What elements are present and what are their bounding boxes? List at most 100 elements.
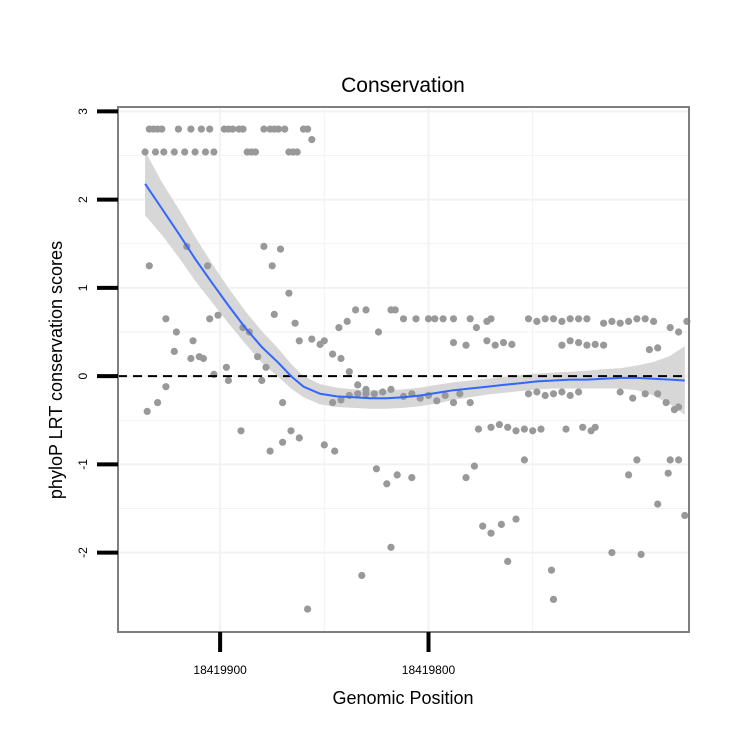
data-point	[187, 125, 195, 133]
data-point	[541, 391, 549, 400]
data-point	[424, 315, 433, 323]
data-point	[229, 125, 237, 133]
data-point	[358, 571, 366, 580]
data-point	[499, 339, 508, 347]
data-point	[320, 337, 328, 345]
data-point	[181, 148, 189, 156]
data-point	[633, 315, 641, 323]
data-point	[470, 462, 478, 470]
data-point	[566, 391, 574, 400]
data-point	[449, 339, 458, 347]
smooth-fit-line	[144, 183, 685, 400]
data-point	[497, 520, 505, 529]
data-point	[641, 315, 649, 323]
data-point	[675, 456, 683, 464]
data-point	[512, 515, 520, 523]
data-point	[547, 566, 556, 574]
data-point	[575, 339, 583, 347]
data-point	[583, 341, 591, 349]
data-point	[681, 511, 689, 520]
data-point	[472, 324, 480, 332]
data-point	[362, 385, 370, 393]
data-point	[345, 368, 353, 376]
data-point	[449, 315, 458, 323]
data-point	[270, 310, 278, 318]
plot-area	[117, 106, 691, 633]
data-point	[295, 434, 303, 442]
data-point	[293, 148, 301, 156]
data-point	[625, 317, 633, 325]
data-point	[449, 399, 458, 407]
plot-background	[118, 107, 689, 632]
data-point	[304, 605, 312, 613]
data-point	[239, 125, 247, 133]
data-point	[431, 315, 439, 323]
data-point	[304, 125, 312, 133]
data-point	[558, 341, 566, 349]
x-tick-label: 18419900	[193, 663, 247, 677]
data-point	[520, 456, 529, 464]
data-point	[466, 315, 474, 323]
data-point	[206, 315, 214, 323]
data-point	[474, 425, 483, 433]
data-point	[254, 353, 262, 361]
data-point	[287, 427, 295, 435]
x-axis: 18419900 18419800	[193, 632, 456, 677]
data-point	[633, 456, 641, 464]
data-point	[291, 319, 299, 327]
y-tick-label: -2	[76, 547, 90, 558]
data-point	[591, 340, 599, 348]
data-point	[391, 306, 399, 314]
y-tick-label: -1	[76, 459, 90, 470]
data-point	[201, 148, 210, 156]
data-point	[495, 421, 503, 429]
data-point	[274, 125, 283, 133]
plot-frame	[117, 106, 690, 633]
data-point	[579, 423, 587, 431]
data-point	[541, 315, 549, 323]
data-point	[524, 390, 533, 398]
data-point	[160, 148, 168, 156]
data-point	[566, 337, 574, 345]
data-point	[370, 390, 378, 398]
data-point	[143, 407, 151, 415]
data-point	[285, 289, 293, 297]
data-point	[608, 317, 616, 325]
data-point	[616, 388, 624, 396]
data-point	[197, 125, 205, 133]
data-point	[645, 346, 654, 354]
grid-lines	[118, 107, 689, 632]
data-point	[537, 425, 545, 433]
data-point	[558, 317, 566, 325]
data-point	[408, 474, 416, 482]
data-point	[379, 388, 387, 396]
data-point	[260, 125, 268, 133]
data-point	[329, 350, 337, 358]
data-point	[641, 390, 649, 398]
data-point	[354, 390, 362, 398]
data-point	[608, 549, 616, 557]
data-point	[616, 319, 624, 327]
data-point	[524, 315, 533, 323]
data-point	[533, 388, 541, 396]
data-point	[600, 341, 608, 349]
data-point	[187, 354, 195, 363]
data-point	[362, 306, 370, 314]
data-point	[533, 317, 541, 325]
data-point	[654, 390, 662, 398]
data-point	[520, 425, 529, 433]
data-point	[172, 328, 180, 336]
data-point	[491, 341, 499, 349]
data-point	[170, 148, 178, 156]
data-point	[575, 388, 583, 396]
data-point	[141, 148, 149, 156]
data-point	[258, 376, 266, 385]
data-point	[487, 315, 495, 323]
data-point	[331, 447, 339, 455]
data-point	[466, 399, 474, 407]
data-point	[487, 423, 495, 431]
data-point	[654, 344, 662, 352]
data-point	[251, 148, 260, 156]
chart-title: Conservation	[341, 74, 465, 97]
